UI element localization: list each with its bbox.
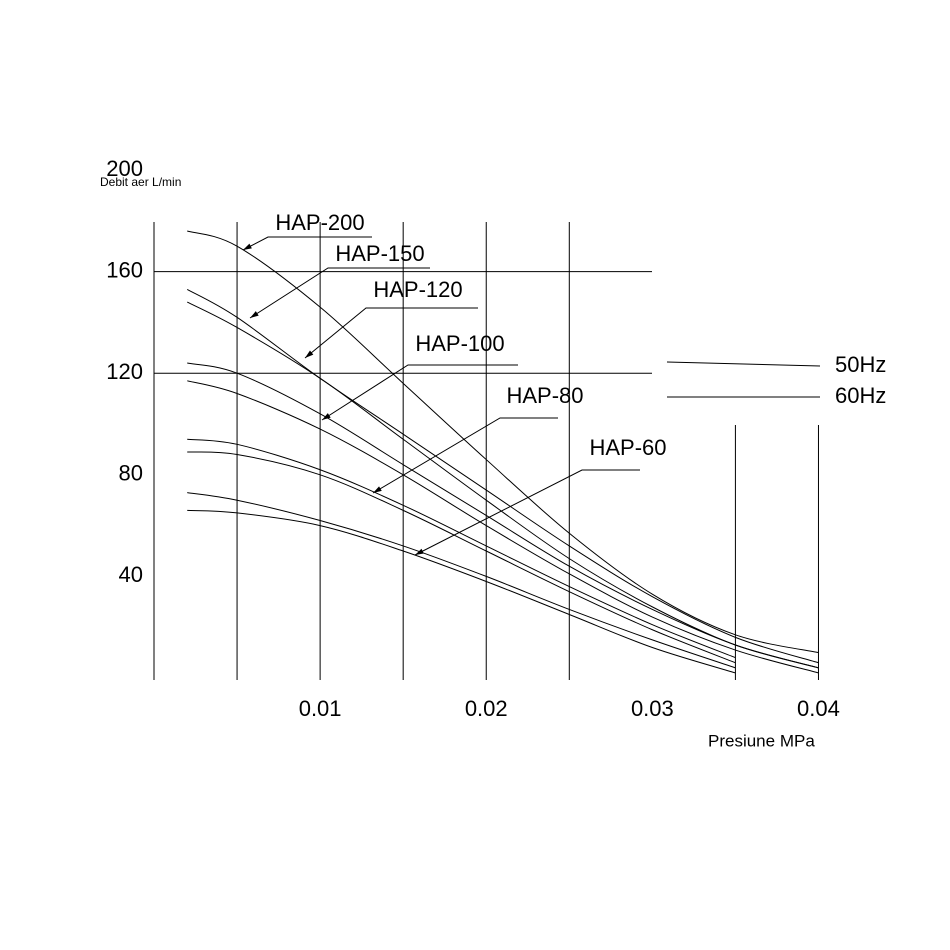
arrow-head bbox=[250, 311, 259, 318]
y-tick-label: 160 bbox=[106, 257, 143, 282]
curve bbox=[187, 492, 736, 669]
leader-line bbox=[321, 364, 518, 421]
legend-label: 50Hz bbox=[835, 352, 886, 377]
annotation: HAP-150 bbox=[335, 241, 424, 266]
arrow-head bbox=[415, 548, 424, 555]
curve bbox=[187, 451, 736, 664]
curve bbox=[187, 380, 819, 674]
curve bbox=[186, 301, 819, 669]
curve bbox=[187, 509, 736, 674]
leader-line bbox=[249, 267, 430, 319]
curve bbox=[186, 288, 819, 664]
x-tick-label: 0.04 bbox=[797, 696, 840, 721]
y-axis-label: Debit aer L/min bbox=[100, 175, 181, 189]
curve bbox=[187, 438, 736, 659]
y-tick-label: 200 bbox=[106, 156, 143, 181]
curve bbox=[187, 230, 819, 654]
arrow-head bbox=[373, 486, 382, 493]
x-axis-label: Presiune MPa bbox=[708, 731, 815, 750]
annotation: HAP-200 bbox=[275, 210, 364, 235]
leader-line bbox=[242, 236, 372, 251]
arrow-head bbox=[305, 350, 314, 358]
y-tick-label: 80 bbox=[119, 461, 143, 486]
arrow-head bbox=[322, 413, 331, 420]
leader-line bbox=[414, 469, 640, 556]
y-tick-label: 40 bbox=[119, 562, 143, 587]
arrow-head bbox=[243, 243, 252, 250]
y-tick-label: 120 bbox=[106, 359, 143, 384]
legend-line bbox=[666, 361, 821, 367]
legend-label: 60Hz bbox=[835, 383, 886, 408]
leader-line bbox=[372, 417, 558, 494]
leader-line bbox=[304, 307, 478, 359]
annotation: HAP-80 bbox=[506, 383, 583, 408]
x-tick-label: 0.01 bbox=[299, 696, 342, 721]
annotation: HAP-120 bbox=[373, 277, 462, 302]
annotation: HAP-100 bbox=[415, 331, 504, 356]
curve bbox=[187, 362, 819, 669]
x-tick-label: 0.02 bbox=[465, 696, 508, 721]
x-tick-label: 0.03 bbox=[631, 696, 674, 721]
annotation: HAP-60 bbox=[589, 435, 666, 460]
